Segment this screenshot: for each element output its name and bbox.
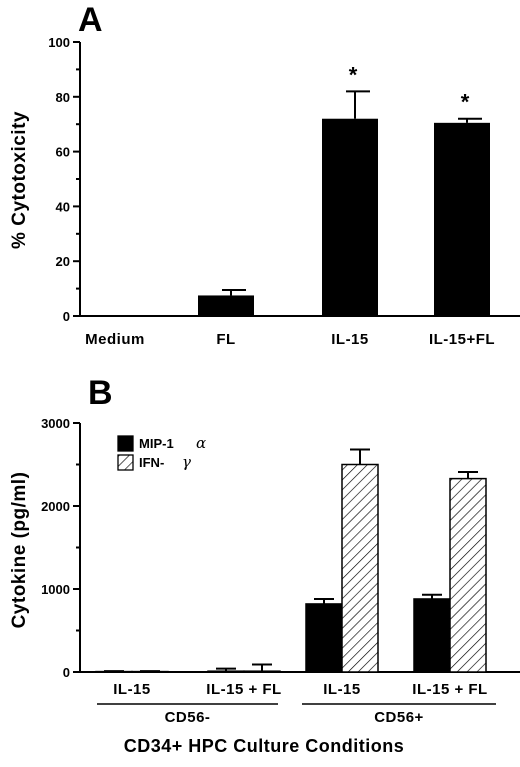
panel-b-y-axis-label: Cytokine (pg/ml) <box>9 472 30 629</box>
panel-b-group-label: CD56+ <box>374 709 424 726</box>
panel-a-categories: Medium FL IL-15 IL-15+FL <box>85 331 495 348</box>
panel-b-legend-swatch <box>117 435 134 452</box>
panel-b-y-tick-label: 1000 <box>41 582 70 597</box>
panel-a-category-label: Medium <box>85 331 145 348</box>
panel-b-bar <box>341 463 379 673</box>
panel-a-y-tick-label: 100 <box>48 35 70 50</box>
panel-a-y-tick-label: 20 <box>56 254 70 269</box>
panel-b-legend-swatch <box>117 454 134 471</box>
panel-a-bar <box>434 122 490 316</box>
panel-b-legend-greek: γ <box>182 453 191 471</box>
panel-b-y-tick-label: 2000 <box>41 499 70 514</box>
panel-b-x-axis-title: CD34+ HPC Culture Conditions <box>124 736 405 756</box>
panel-a-letter: A <box>78 1 103 39</box>
panel-a-significance-marker: * <box>349 62 358 87</box>
panel-a-category-label: IL-15 <box>331 331 369 348</box>
panel-b-legend-label: IFN- <box>139 455 164 470</box>
panel-a-y-tick-label: 0 <box>63 309 70 324</box>
panel-a-category-label: FL <box>216 331 235 348</box>
panel-b-bars <box>95 448 487 673</box>
panel-a-y-tick-label: 60 <box>56 145 70 160</box>
panel-a-bar <box>198 295 254 316</box>
panel-b-y-tick-label: 3000 <box>41 416 70 431</box>
panel-a-bar <box>322 118 378 316</box>
panel-a-y-tick-label: 80 <box>56 90 70 105</box>
panel-a-bars: ** <box>198 62 490 316</box>
panel-b-group-labels: CD56- CD56+ <box>97 703 496 726</box>
panel-a-y-tick-label: 40 <box>56 199 70 214</box>
panel-b-y-tick-label: 0 <box>63 665 70 680</box>
panel-b-category-label: IL-15 + FL <box>206 681 281 698</box>
panel-b-bar <box>449 477 487 673</box>
panel-b-y-ticks: 0 1000 2000 3000 <box>41 416 80 680</box>
panel-b-categories: IL-15 IL-15 + FL IL-15 IL-15 + FL <box>113 681 487 698</box>
panel-a-y-ticks: 0 20 40 60 80 100 <box>48 35 80 324</box>
panel-b-legend: MIP-1 α IFN-γ <box>117 434 206 471</box>
panel-a-y-axis-label: % Cytotoxicity <box>9 111 30 249</box>
panel-b-letter: B <box>88 374 113 412</box>
panel-b-category-label: IL-15 <box>113 681 151 698</box>
panel-b-legend-greek: α <box>196 434 206 452</box>
panel-b-category-label: IL-15 <box>323 681 361 698</box>
panel-a-category-label: IL-15+FL <box>429 331 495 348</box>
panel-b-bar <box>413 598 451 673</box>
panel-b-category-label: IL-15 + FL <box>412 681 487 698</box>
panel-b-group-label: CD56- <box>165 709 211 726</box>
panel-a-significance-marker: * <box>461 90 470 115</box>
panel-b-legend-label: MIP-1 <box>139 436 174 451</box>
panel-b-bar <box>207 670 245 673</box>
panel-b-bar <box>243 670 281 673</box>
panel-b-bar <box>305 603 343 673</box>
